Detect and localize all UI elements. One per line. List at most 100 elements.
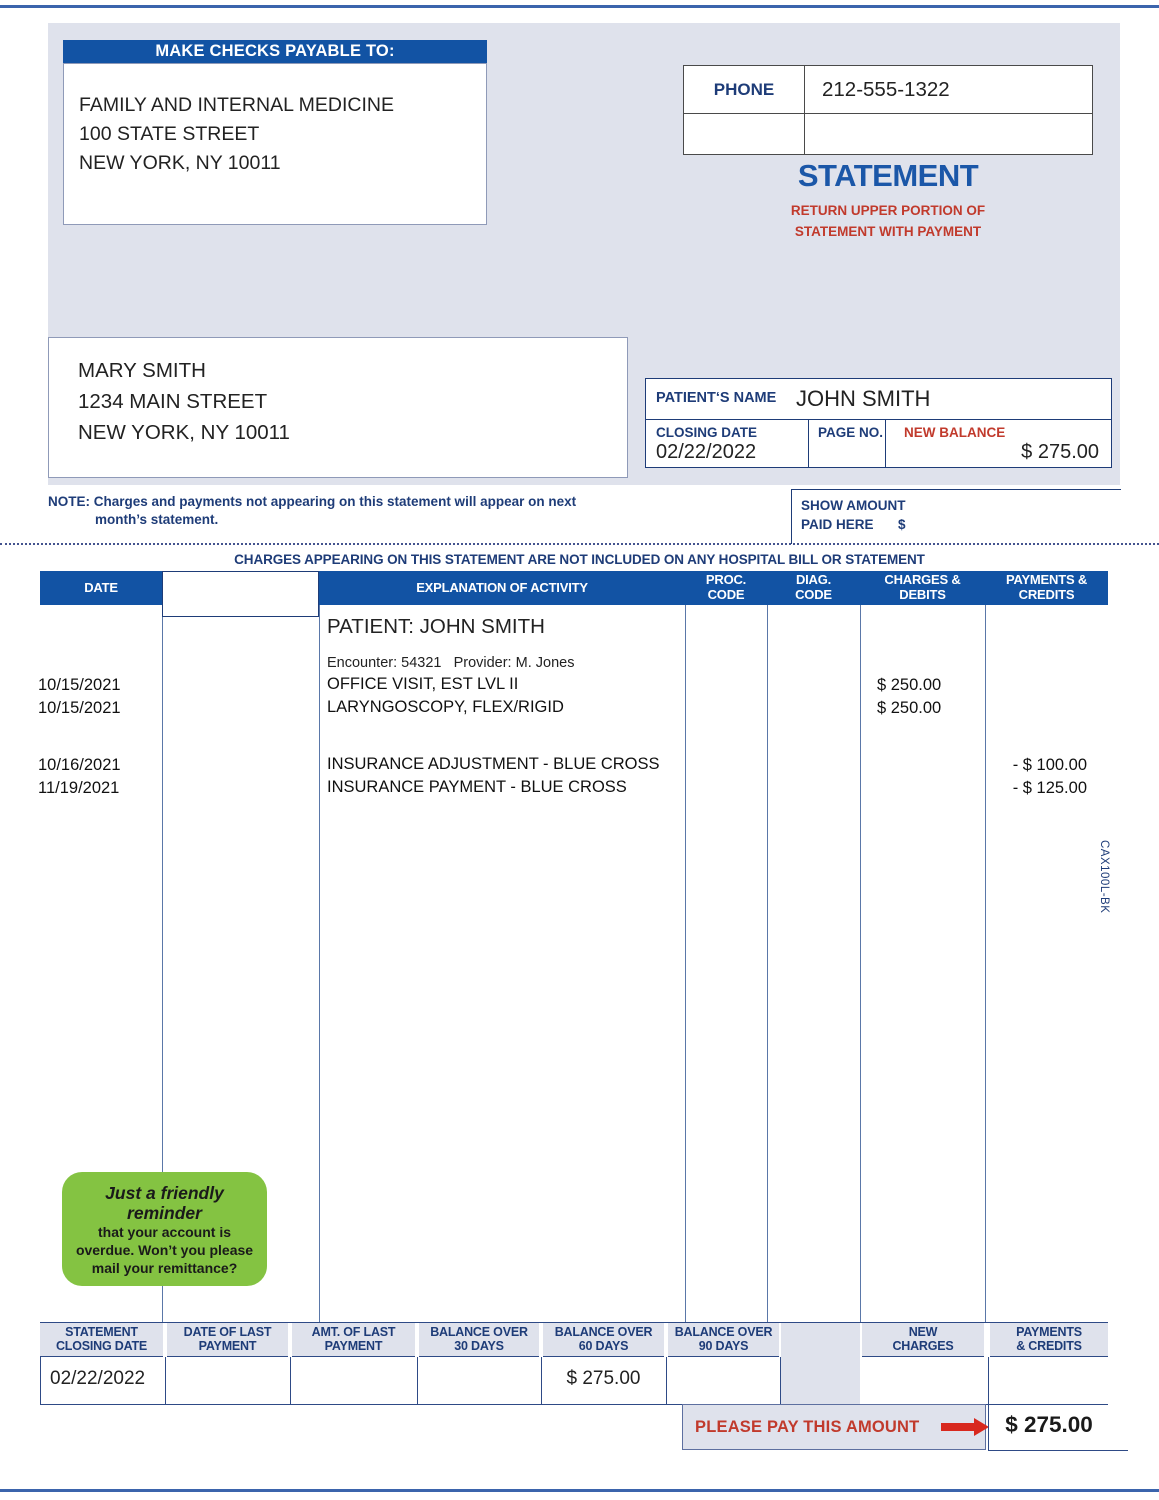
summary-bottom-rule: [40, 1404, 1108, 1405]
row-description: INSURANCE PAYMENT - BLUE CROSS: [327, 778, 627, 796]
please-pay-amount: $ 275.00: [1005, 1412, 1093, 1437]
col-line-5: [860, 605, 861, 1322]
col-line-2: [319, 605, 320, 1322]
note-line2: month’s statement.: [95, 512, 219, 527]
payee-city: NEW YORK, NY 10011: [79, 152, 281, 174]
summary-header-payments-credits: PAYMENTS & CREDITS: [990, 1323, 1108, 1357]
summary-vline: [780, 1357, 781, 1404]
reminder-sticker: Just a friendly reminder that your accou…: [62, 1172, 267, 1286]
patient-name-value: JOHN SMITH: [796, 386, 931, 411]
row-date: 11/19/2021: [38, 779, 120, 797]
col-line-1: [162, 605, 163, 1322]
closing-date-label: CLOSING DATE: [656, 425, 757, 440]
summary-vline: [165, 1357, 166, 1404]
row-description: LARYNGOSCOPY, FLEX/RIGID: [327, 698, 564, 716]
payable-to-label: MAKE CHECKS PAYABLE TO:: [155, 42, 395, 60]
addressee-box: MARY SMITH 1234 MAIN STREET NEW YORK, NY…: [48, 337, 628, 478]
col-header-date: DATE: [84, 580, 118, 595]
summary-spacer-column: [781, 1323, 860, 1404]
show-amount-line1: SHOW AMOUNT: [801, 498, 906, 513]
payee-address-box: FAMILY AND INTERNAL MEDICINE 100 STATE S…: [63, 63, 487, 225]
col-header-explanation: EXPLANATION OF ACTIVITY: [416, 580, 588, 595]
please-pay-vline: [988, 1404, 989, 1450]
please-pay-label: PLEASE PAY THIS AMOUNT: [695, 1417, 920, 1436]
addressee-street: 1234 MAIN STREET: [78, 390, 268, 413]
phone-table: PHONE 212-555-1322: [683, 65, 1093, 155]
patient-table-row-divider: [646, 419, 1111, 420]
summary-header-over30: BALANCE OVER 30 DAYS: [419, 1323, 539, 1357]
reminder-body-line3: mail your remittance?: [91, 1260, 238, 1276]
form-code: CAX100L-BK: [1098, 840, 1110, 914]
summary-vline: [666, 1357, 667, 1404]
row-charge: $ 250.00: [877, 699, 942, 717]
patient-info-table: PATIENT‘S NAME JOHN SMITH CLOSING DATE 0…: [645, 378, 1112, 468]
summary-header-last-payment-date: DATE OF LAST PAYMENT: [167, 1323, 288, 1357]
activity-encounter-line: Encounter: 54321 Provider: M. Jones: [327, 655, 575, 671]
col-header-payments: PAYMENTS & CREDITS: [1005, 572, 1088, 602]
patient-table-div2: [885, 419, 886, 467]
phone-number: 212-555-1322: [822, 78, 950, 101]
red-arrow-icon: [941, 1418, 990, 1436]
col-header-diag: DIAG. CODE: [795, 572, 832, 602]
return-note-line2: STATEMENT WITH PAYMENT: [794, 224, 982, 239]
summary-header-over90: BALANCE OVER 90 DAYS: [668, 1323, 779, 1357]
statement-title: STATEMENT: [797, 158, 979, 193]
page-no-label: PAGE NO.: [818, 425, 884, 440]
reminder-title-line2: reminder: [127, 1203, 202, 1223]
summary-header-last-payment-amt: AMT. OF LAST PAYMENT: [292, 1323, 415, 1357]
payable-to-bar: MAKE CHECKS PAYABLE TO:: [63, 40, 487, 63]
row-payment: - $ 100.00: [1012, 756, 1087, 774]
new-balance-label: NEW BALANCE: [904, 425, 1006, 440]
summary-vline: [40, 1357, 41, 1404]
row-date: 10/15/2021: [38, 676, 121, 694]
summary-over60-value: $ 275.00: [566, 1368, 641, 1389]
summary-top-rule: [40, 1322, 1108, 1323]
return-note-line1: RETURN UPPER PORTION OF: [790, 203, 986, 218]
patient-table-div1: [808, 419, 809, 467]
row-charge: $ 250.00: [877, 676, 942, 694]
addressee-city: NEW YORK, NY 10011: [78, 421, 290, 444]
addressee-name: MARY SMITH: [78, 359, 206, 382]
row-payment: - $ 125.00: [1012, 779, 1087, 797]
amount-underline: [988, 1450, 1128, 1451]
col-header-charges: CHARGES & DEBITS: [884, 572, 961, 602]
col-header-proc: PROC. CODE: [705, 572, 747, 602]
please-pay-box: PLEASE PAY THIS AMOUNT: [682, 1404, 990, 1450]
reminder-body-line2: overdue. Won’t you please: [75, 1242, 254, 1258]
row-date: 10/15/2021: [38, 699, 121, 717]
row-description: INSURANCE ADJUSTMENT - BLUE CROSS: [327, 755, 660, 773]
reminder-body-line1: that your account is: [97, 1224, 232, 1240]
summary-header-new-charges: NEW CHARGES: [862, 1323, 984, 1357]
blank-column-box: [162, 571, 319, 617]
hospital-disclaimer: CHARGES APPEARING ON THIS STATEMENT ARE …: [234, 552, 925, 567]
perforation-line: [0, 543, 1159, 545]
payee-name: FAMILY AND INTERNAL MEDICINE: [79, 94, 394, 116]
summary-vline: [541, 1357, 542, 1404]
summary-closing-date-value: 02/22/2022: [50, 1368, 146, 1389]
patient-name-label: PATIENT‘S NAME: [656, 390, 777, 406]
show-amount-box: SHOW AMOUNT PAID HERE $: [791, 489, 1121, 544]
phone-table-col-divider: [804, 66, 805, 154]
summary-vline: [417, 1357, 418, 1404]
summary-vline: [290, 1357, 291, 1404]
top-edge-rule: [0, 5, 1159, 8]
row-description: OFFICE VISIT, EST LVL II: [327, 675, 519, 693]
summary-header-closing: STATEMENT CLOSING DATE: [40, 1323, 163, 1357]
summary-vline: [988, 1357, 989, 1404]
payee-street: 100 STATE STREET: [79, 123, 260, 145]
col-line-4: [767, 605, 768, 1322]
phone-label: PHONE: [713, 80, 775, 99]
show-amount-line2: PAID HERE: [801, 517, 874, 532]
col-line-6: [985, 605, 986, 1322]
new-balance-value: $ 275.00: [1021, 441, 1099, 463]
reminder-title-line1: Just a friendly: [105, 1183, 224, 1203]
show-amount-currency: $: [898, 517, 906, 532]
row-date: 10/16/2021: [38, 756, 121, 774]
closing-date-value: 02/22/2022: [656, 441, 757, 463]
summary-header-over60: BALANCE OVER 60 DAYS: [543, 1323, 664, 1357]
phone-table-row-divider: [684, 113, 1092, 114]
col-line-3: [685, 605, 686, 1322]
note-line1: NOTE: Charges and payments not appearing…: [48, 494, 577, 509]
bottom-edge-rule: [0, 1489, 1159, 1492]
